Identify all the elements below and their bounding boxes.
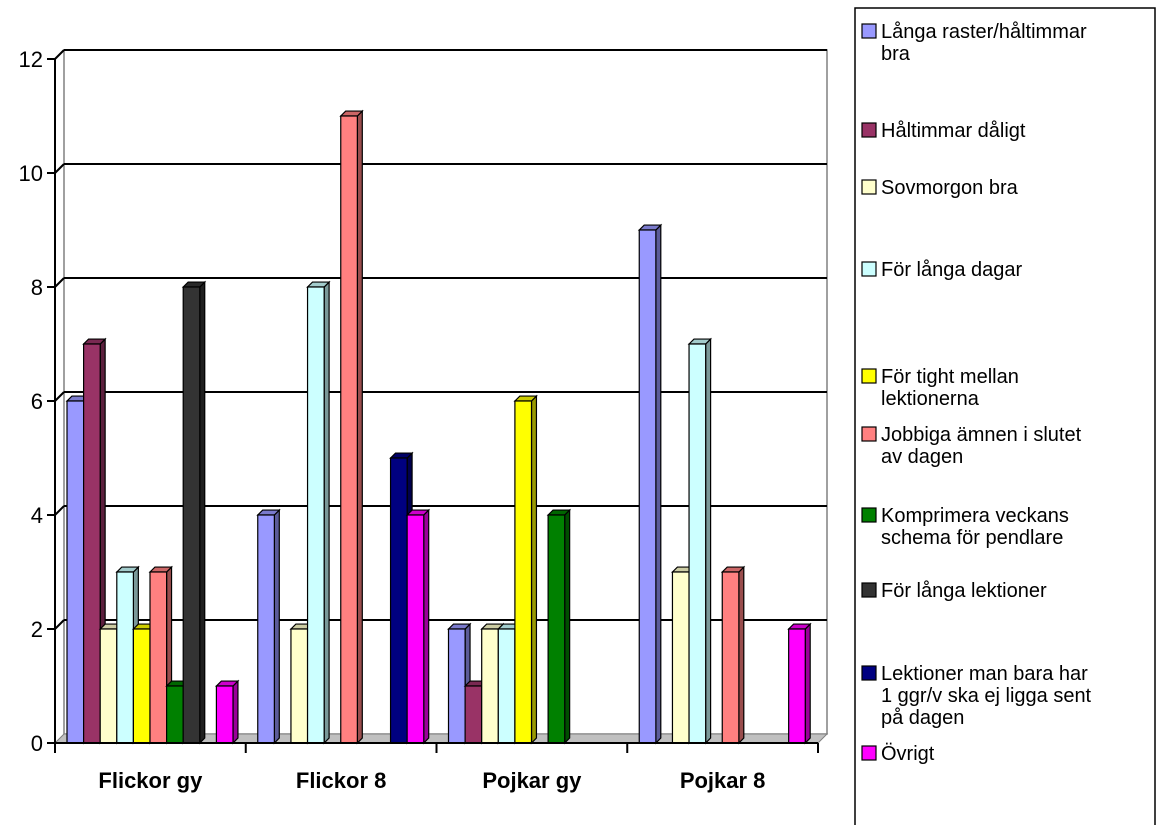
bar <box>689 339 711 743</box>
bar <box>722 567 744 743</box>
bar-front <box>216 686 233 743</box>
legend-swatch <box>862 746 876 760</box>
bar-side <box>739 567 744 743</box>
bar-side <box>424 510 429 743</box>
legend-swatch <box>862 369 876 383</box>
legend-label: Håltimmar dåligt <box>881 120 1026 142</box>
x-tick-label: Pojkar gy <box>482 768 582 793</box>
bar-side <box>532 396 537 743</box>
bar-front <box>548 515 565 743</box>
bar-side <box>805 624 810 743</box>
gridline-side <box>55 620 64 629</box>
plot-area: 0 2 4 6 8 10 12 Flickor gy Flickor 8 Pojkar gy Poj… <box>19 47 827 793</box>
legend-item: Håltimmar dåligt <box>862 120 1026 142</box>
bar-front <box>84 344 101 743</box>
bar-front <box>407 515 424 743</box>
legend: Långa raster/håltimmar braHåltimmar dålig… <box>855 8 1155 825</box>
bar-front <box>341 116 358 743</box>
legend-swatch <box>862 123 876 137</box>
y-tick-label: 2 <box>31 617 43 642</box>
bar <box>407 510 429 743</box>
bar-front <box>672 572 689 743</box>
legend-swatch <box>862 508 876 522</box>
bar-side <box>200 282 205 743</box>
bar-front <box>308 287 325 743</box>
y-tick-label: 4 <box>31 503 43 528</box>
gridline-side <box>55 278 64 287</box>
gridline-side <box>55 392 64 401</box>
bar <box>548 510 570 743</box>
bar-front <box>150 572 167 743</box>
bar <box>341 111 363 743</box>
bar-front <box>789 629 806 743</box>
bar-side <box>324 282 329 743</box>
bar-front <box>449 629 466 743</box>
bar-side <box>565 510 570 743</box>
legend-item: Sovmorgon bra <box>862 177 1019 199</box>
bar-front <box>117 572 134 743</box>
legend-label: För långa dagar <box>881 259 1023 281</box>
bar-front <box>391 458 408 743</box>
x-tick-label: Flickor 8 <box>296 768 386 793</box>
bar <box>258 510 280 743</box>
x-tick-label: Flickor gy <box>98 768 203 793</box>
y-tick-label: 12 <box>19 47 43 72</box>
gridline-side <box>55 506 64 515</box>
legend-item: För långa dagar <box>862 259 1023 281</box>
gridline-side <box>55 50 64 59</box>
bar-front <box>67 401 84 743</box>
legend-label: Sovmorgon bra <box>881 177 1019 199</box>
bar-side <box>656 225 661 743</box>
legend-swatch <box>862 427 876 441</box>
bar-front <box>722 572 739 743</box>
bar-front <box>482 629 499 743</box>
bar <box>183 282 205 743</box>
bar-side <box>357 111 362 743</box>
bar-front <box>291 629 308 743</box>
y-tick-label: 0 <box>31 731 43 756</box>
bar-side <box>233 681 238 743</box>
bar-front <box>183 287 200 743</box>
bar-front <box>498 629 515 743</box>
bar-front <box>465 686 482 743</box>
bar-front <box>258 515 275 743</box>
bar-front <box>133 629 150 743</box>
bar-front <box>515 401 532 743</box>
bar-front <box>167 686 184 743</box>
bar <box>789 624 811 743</box>
legend-swatch <box>862 583 876 597</box>
legend-swatch <box>862 666 876 680</box>
bar <box>216 681 238 743</box>
bar-front <box>689 344 706 743</box>
legend-label: För långa lektioner <box>881 580 1047 602</box>
legend-swatch <box>862 180 876 194</box>
legend-item: För långa lektioner <box>862 580 1047 602</box>
y-tick-label: 6 <box>31 389 43 414</box>
legend-label: Övrigt <box>881 743 935 765</box>
bar <box>639 225 661 743</box>
legend-swatch <box>862 24 876 38</box>
bar-front <box>100 629 117 743</box>
legend-label: Komprimera veckans schema för pendlare <box>881 505 1069 549</box>
bar <box>515 396 537 743</box>
y-tick-label: 8 <box>31 275 43 300</box>
bar <box>308 282 330 743</box>
x-tick-label: Pojkar 8 <box>680 768 766 793</box>
legend-item: Komprimera veckans schema för pendlare <box>862 505 1069 549</box>
bar-side <box>706 339 711 743</box>
y-tick-label: 10 <box>19 161 43 186</box>
gridline-side <box>55 164 64 173</box>
legend-swatch <box>862 262 876 276</box>
bar-front <box>639 230 656 743</box>
bar-side <box>274 510 279 743</box>
